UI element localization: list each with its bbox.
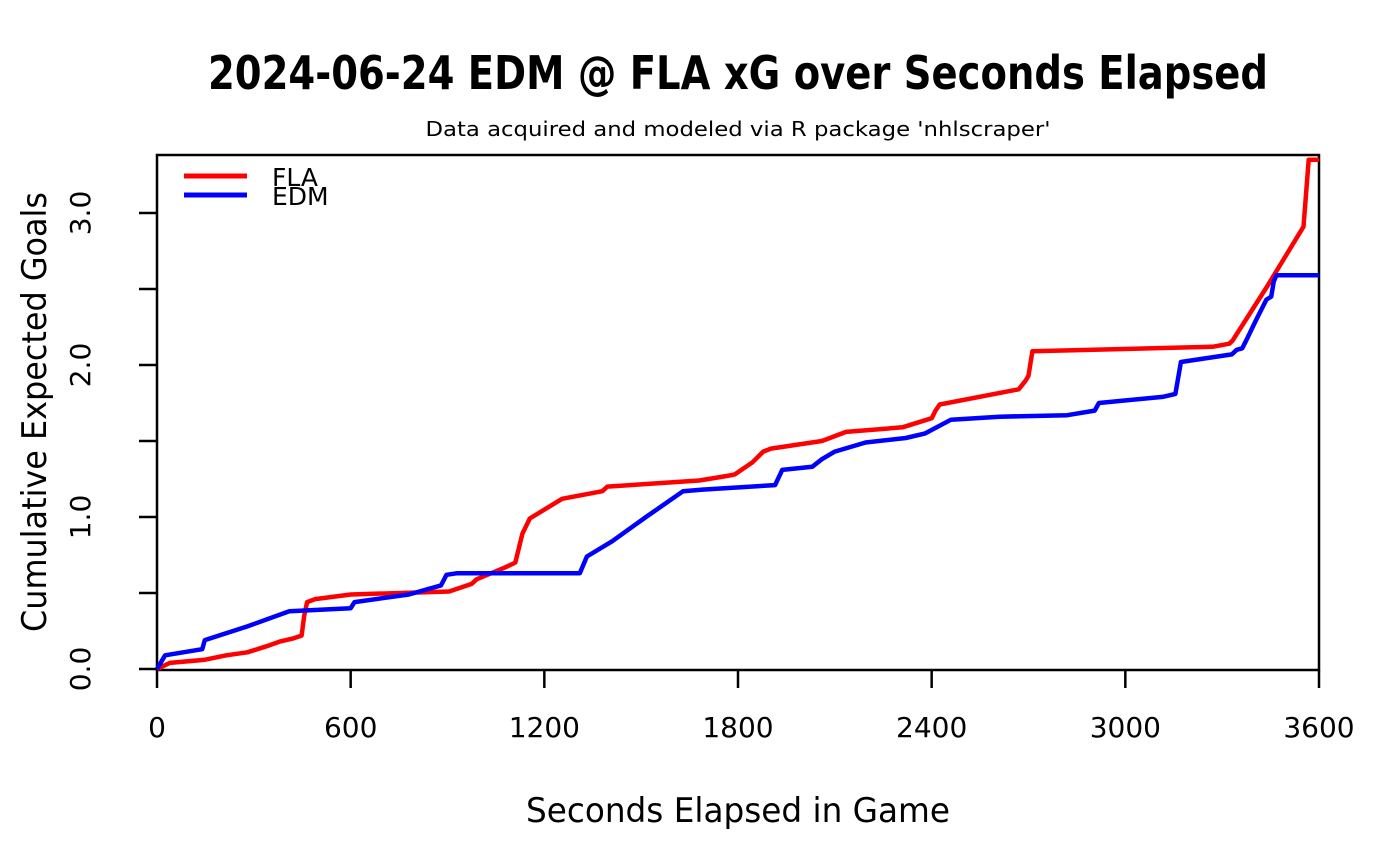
plot-box (155, 153, 1321, 672)
chart-subtitle: Data acquired and modeled via R package … (426, 117, 1051, 141)
axis-ticks: 0 600 1200 1800 2400 3000 3600 0.0 1.0 2.0 3.0 (64, 191, 1355, 744)
series-line-edm (155, 273, 1319, 671)
x-axis-tick-label: 1800 (702, 711, 773, 744)
legend: FLA EDM (184, 163, 329, 211)
legend-label-fla: FLA (272, 163, 318, 192)
x-axis-tick-label: 2400 (896, 711, 967, 744)
x-axis-title: Seconds Elapsed in Game (526, 791, 950, 831)
series-lines (155, 157, 1319, 672)
y-axis-tick-label: 3.0 (64, 191, 97, 236)
y-axis-tick-label: 2.0 (64, 343, 97, 388)
x-axis-tick-label: 3600 (1283, 711, 1354, 744)
x-axis-tick-label: 0 (148, 711, 166, 744)
x-axis-tick-label: 3000 (1090, 711, 1161, 744)
y-axis-tick-label: 0.0 (64, 647, 97, 692)
x-axis-tick-label: 600 (324, 711, 377, 744)
y-axis-tick-label: 1.0 (64, 495, 97, 540)
legend-label-edm: EDM (272, 182, 329, 211)
y-axis-title: Cumulative Expected Goals (15, 192, 55, 632)
x-axis-tick-label: 1200 (509, 711, 580, 744)
chart-title: 2024-06-24 EDM @ FLA xG over Seconds Ela… (208, 46, 1268, 100)
series-line-fla (156, 157, 1319, 672)
